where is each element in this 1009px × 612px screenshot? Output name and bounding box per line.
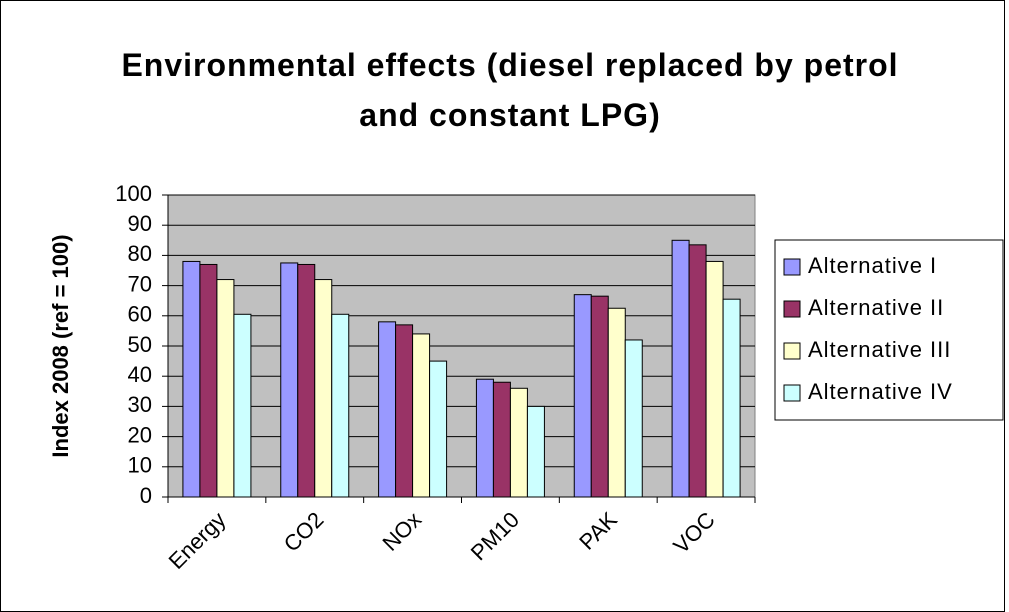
y-tick-label: 10 — [128, 453, 152, 478]
y-tick-label: 0 — [140, 483, 152, 508]
bar — [314, 279, 333, 498]
y-tick-label: 50 — [128, 332, 152, 357]
bar — [590, 295, 609, 498]
x-tick-label: CO2 — [279, 507, 329, 557]
y-tick-label: 100 — [115, 181, 152, 206]
bar — [216, 279, 235, 498]
y-tick-label: 70 — [128, 271, 152, 296]
bar — [412, 333, 431, 498]
chart-title: Environmental effects (diesel replaced b… — [121, 47, 899, 133]
legend-label: Alternative II — [808, 295, 944, 320]
bar — [378, 321, 397, 498]
bar — [199, 263, 218, 498]
legend-swatch — [783, 384, 801, 402]
y-tick-label: 20 — [128, 422, 152, 447]
legend-swatch — [783, 300, 801, 318]
bar — [526, 405, 545, 498]
bar — [722, 298, 741, 498]
bar — [573, 294, 592, 498]
x-tick-label: PM10 — [466, 507, 524, 565]
bar — [492, 381, 511, 498]
x-tick-label: NOx — [377, 507, 426, 556]
legend-swatch — [783, 342, 801, 360]
x-tick-label: VOC — [668, 507, 719, 558]
y-tick-label: 90 — [128, 211, 152, 236]
bar — [705, 260, 724, 498]
bar — [607, 307, 626, 498]
bar — [331, 313, 350, 498]
bar — [233, 313, 252, 498]
x-tick-label: PAK — [574, 507, 622, 555]
bar — [280, 262, 299, 498]
bar — [297, 263, 316, 498]
bar — [624, 339, 643, 498]
bar — [509, 387, 528, 498]
legend-box — [774, 239, 1004, 421]
legend-label: Alternative I — [808, 253, 937, 278]
x-tick-label: Energy — [164, 507, 231, 574]
y-tick-label: 30 — [128, 392, 152, 417]
y-tick-label: 80 — [128, 241, 152, 266]
y-axis-label: Index 2008 (ref = 100) — [48, 234, 73, 457]
y-tick-label: 40 — [128, 362, 152, 387]
bar — [182, 260, 201, 498]
bar — [429, 360, 448, 498]
legend-label: Alternative III — [808, 337, 951, 362]
bar — [671, 239, 690, 498]
legend-label: Alternative IV — [808, 379, 953, 404]
y-tick-label: 60 — [128, 302, 152, 327]
legend-swatch — [783, 258, 801, 276]
bar — [475, 378, 494, 498]
bar — [395, 324, 414, 498]
bar — [688, 244, 707, 498]
